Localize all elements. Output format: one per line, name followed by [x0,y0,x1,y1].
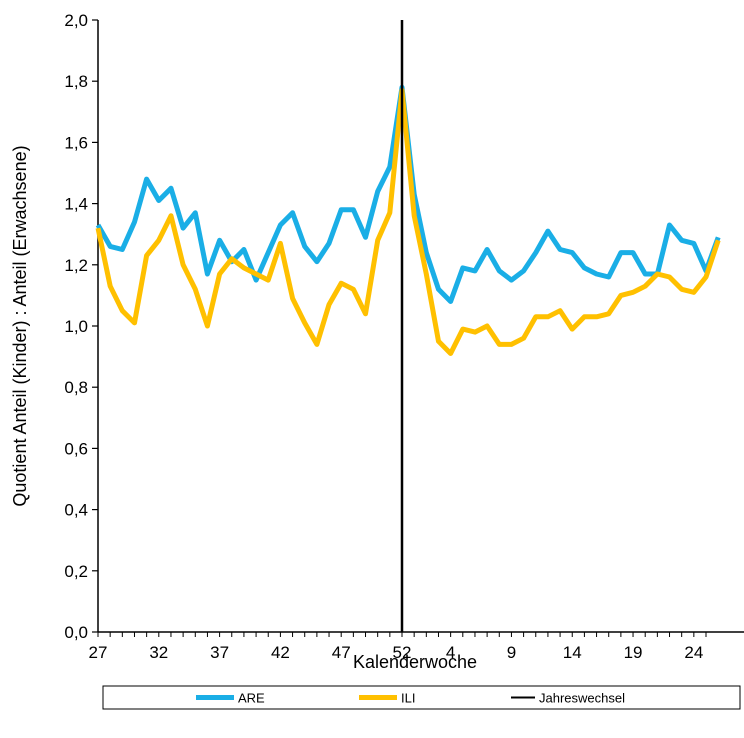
y-tick-label: 2,0 [64,11,88,30]
y-tick-label: 1,8 [64,72,88,91]
series-line-ili [95,87,721,356]
x-tick-label: 19 [624,643,643,662]
y-axis: 0,0 0,2 0,4 0,6 0,8 1,0 1,2 1,4 1,6 1,8 2,0 [64,11,99,642]
x-tick-label: 42 [271,643,290,662]
y-tick-label: 0,0 [64,623,88,642]
series-lines [95,84,721,356]
x-axis: 27 32 37 42 47 52 4 9 14 19 24 [89,631,744,662]
x-tick-label: 9 [507,643,516,662]
x-tick-label: 27 [89,643,108,662]
x-axis-title: Kalenderwoche [353,652,477,672]
x-tick-label: 14 [563,643,582,662]
x-tick-label: 47 [332,643,351,662]
y-tick-label: 1,4 [64,195,88,214]
x-tick-label: 37 [210,643,229,662]
legend-label-jahreswechsel: Jahreswechsel [539,691,625,706]
legend-label-ili: ILI [401,691,415,706]
y-tick-label: 0,8 [64,378,88,397]
y-tick-label: 0,6 [64,439,88,458]
y-axis-title: Quotient Anteil (Kinder) : Anteil (Erwac… [10,145,30,506]
y-tick-label: 0,4 [64,501,88,520]
series-line-are [95,84,721,304]
x-tick-label: 32 [149,643,168,662]
x-tick-label: 52 [393,643,412,662]
y-tick-label: 1,6 [64,133,88,152]
y-tick-label: 1,0 [64,317,88,336]
legend: ARE ILI Jahreswechsel [102,685,741,710]
y-tick-label: 0,2 [64,562,88,581]
x-tick-label: 4 [446,643,455,662]
legend-box [102,685,741,710]
legend-label-are: ARE [238,691,265,706]
x-tick-label: 24 [684,643,703,662]
y-tick-label: 1,2 [64,256,88,275]
